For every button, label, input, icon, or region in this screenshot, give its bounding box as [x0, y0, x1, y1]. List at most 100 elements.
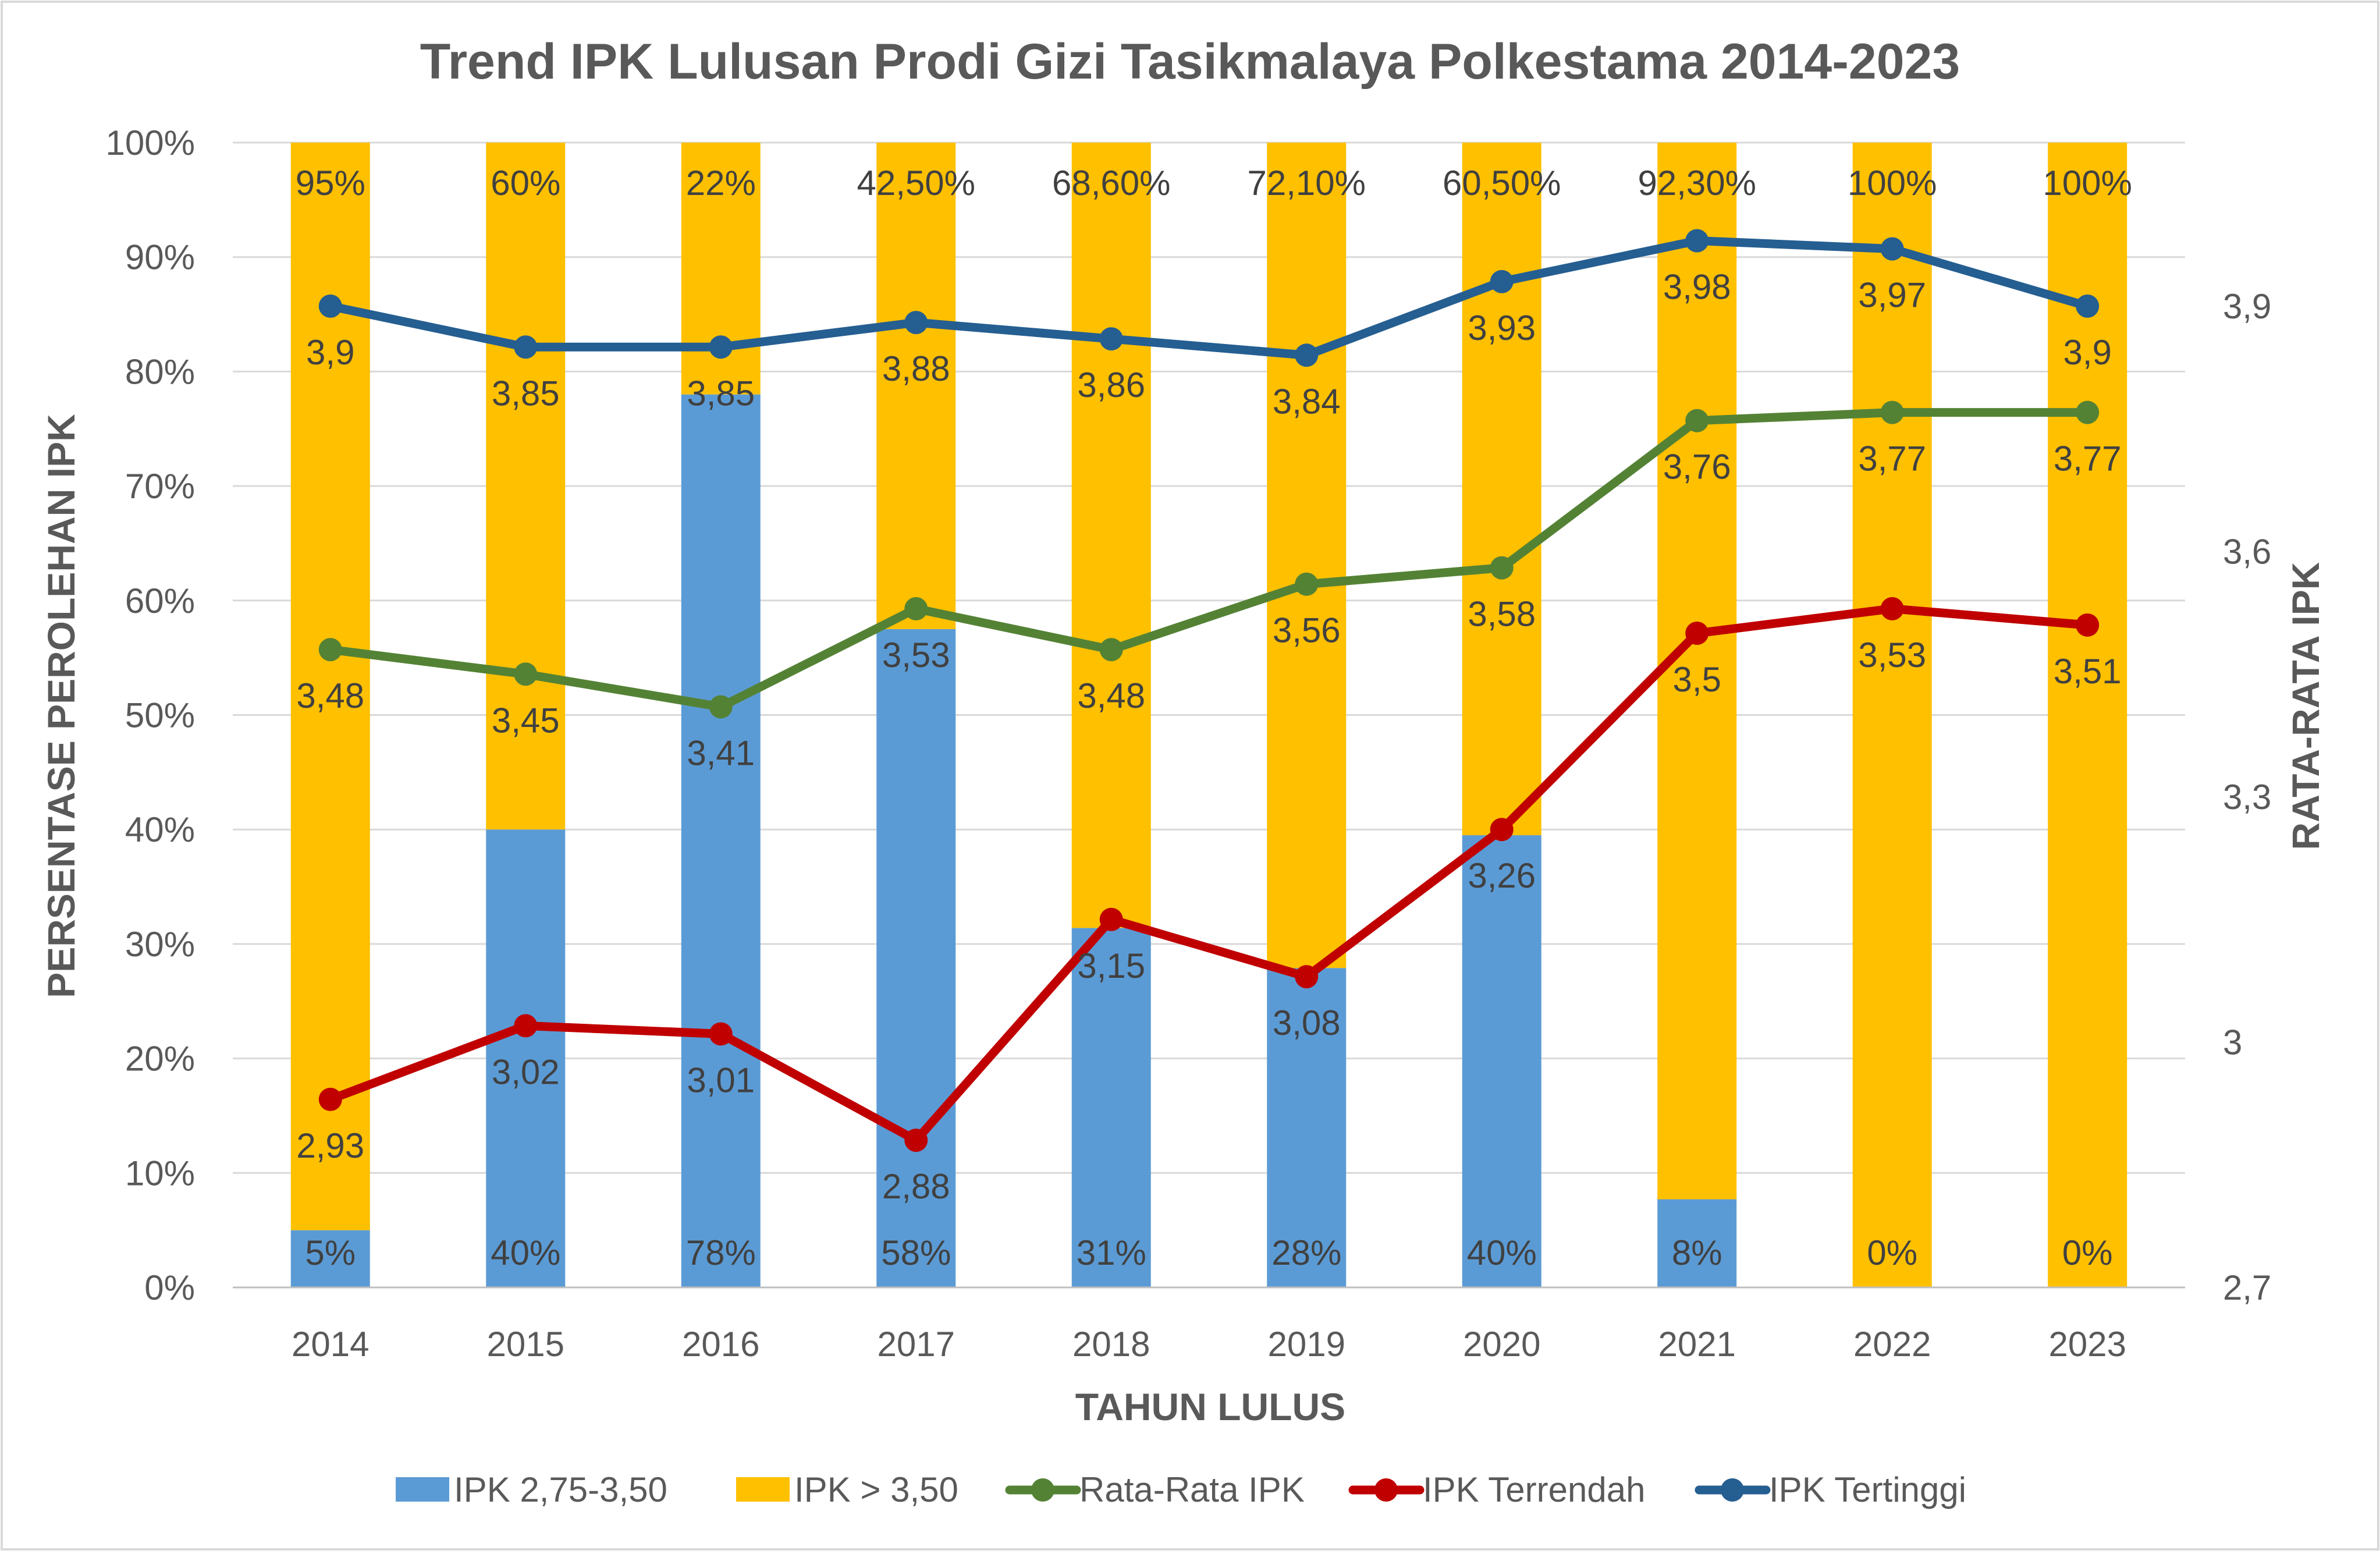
bar-ipk-above-350 [290, 143, 370, 1230]
y-left-tick-label: 30% [125, 925, 195, 964]
y-axis-right-title: RATA-RATA IPK [2284, 562, 2327, 850]
line-ipk-terrendah-label: 3,53 [1858, 636, 1926, 675]
line-rata-rata-ipk-point [2076, 400, 2100, 424]
line-rata-rata-ipk-label: 3,77 [1858, 439, 1926, 478]
line-ipk-terrendah-point [1099, 907, 1123, 931]
bar-ipk-275-350 [486, 829, 566, 1287]
line-ipk-tertinggi-label: 3,93 [1468, 308, 1536, 347]
line-ipk-terrendah-label: 3,08 [1273, 1003, 1341, 1042]
chart-title: Trend IPK Lulusan Prodi Gizi Tasikmalaya… [420, 34, 1960, 90]
legend-label: IPK > 3,50 [794, 1470, 958, 1509]
line-ipk-terrendah-point [318, 1087, 342, 1111]
line-rata-rata-ipk-point [904, 597, 928, 620]
y-left-tick-label: 50% [125, 696, 195, 735]
line-rata-rata-ipk-label: 3,41 [687, 733, 755, 772]
line-rata-rata-ipk-label: 3,77 [2054, 439, 2122, 478]
y-left-tick-label: 0% [144, 1268, 195, 1307]
bar-ipk-above-350 [1462, 143, 1541, 836]
line-ipk-terrendah [326, 604, 2092, 1145]
bar-label-ipk-275-350: 0% [2062, 1233, 2113, 1272]
x-tick-label: 2018 [1072, 1325, 1150, 1364]
line-ipk-terrendah-point [709, 1022, 733, 1046]
bars-group [290, 143, 2127, 1287]
line-rata-rata-ipk-label: 3,53 [882, 636, 950, 675]
line-ipk-tertinggi-label: 3,97 [1858, 276, 1926, 315]
bar-label-ipk-above-350: 100% [2043, 164, 2132, 203]
line-rata-rata-ipk-point [1490, 556, 1514, 580]
line-ipk-tertinggi [326, 236, 2092, 360]
x-tick-label: 2021 [1658, 1325, 1736, 1364]
bar-ipk-275-350 [681, 394, 761, 1287]
bar-ipk-275-350 [1462, 835, 1541, 1287]
line-rata-rata-ipk-label: 3,45 [492, 701, 560, 740]
line-ipk-tertinggi-label: 3,84 [1273, 382, 1341, 421]
line-rata-rata-ipk-point [709, 695, 733, 719]
line-ipk-terrendah-point [1685, 622, 1709, 645]
line-ipk-terrendah-point [904, 1129, 928, 1152]
bar-label-ipk-above-350: 22% [686, 164, 756, 203]
bar-label-ipk-above-350: 100% [1848, 164, 1937, 203]
y-right-tick-label: 3 [2223, 1023, 2242, 1062]
bar-label-ipk-275-350: 40% [491, 1233, 560, 1272]
bar-label-ipk-275-350: 28% [1271, 1233, 1341, 1272]
y-right-tick-label: 3,3 [2223, 778, 2271, 817]
bar-label-ipk-above-350: 60,50% [1443, 164, 1561, 203]
legend-label: IPK 2,75-3,50 [454, 1470, 667, 1509]
legend-swatch [736, 1477, 790, 1502]
bar-ipk-275-350 [1071, 928, 1151, 1287]
line-ipk-tertinggi-point [1880, 237, 1904, 261]
bar-ipk-275-350 [1657, 1199, 1737, 1287]
line-ipk-terrendah-label: 3,26 [1468, 856, 1536, 895]
line-ipk-tertinggi-label: 3,9 [2063, 333, 2112, 372]
y-left-tick-label: 70% [125, 467, 195, 506]
legend-marker [1721, 1478, 1744, 1502]
x-axis-title: TAHUN LULUS [1075, 1385, 1345, 1428]
line-ipk-terrendah-point [1880, 597, 1904, 620]
y-left-tick-label: 40% [125, 810, 195, 849]
line-ipk-tertinggi-label: 3,88 [882, 349, 950, 388]
line-ipk-terrendah-label: 3,51 [2054, 652, 2122, 691]
bar-ipk-above-350 [1852, 143, 1932, 1287]
line-ipk-tertinggi-point [1295, 343, 1319, 367]
line-ipk-tertinggi-label: 3,85 [492, 374, 560, 413]
line-ipk-tertinggi-point [1099, 327, 1123, 351]
data-labels-group: 5% 95% 40% 60% 78% 22% 58% 42,50% 31% 68,60% 28% 72… [296, 164, 2132, 1272]
bar-label-ipk-above-350: 72,10% [1248, 164, 1366, 203]
bar-label-ipk-275-350: 78% [686, 1233, 756, 1272]
bar-ipk-above-350 [2048, 143, 2127, 1287]
line-ipk-terrendah-point [514, 1014, 538, 1038]
axes-group: 0% 10% 20% 30% 40% 50% 60% 70% 80% 90% 100% 2,7 3 3,3… [106, 123, 2272, 1364]
line-ipk-terrendah-label: 3,15 [1077, 946, 1145, 985]
line-ipk-tertinggi-label: 3,85 [687, 374, 755, 413]
legend-label: IPK Tertinggi [1769, 1470, 1966, 1509]
y-axis-left-title: PERSENTASE PEROLEHAN IPK [40, 414, 83, 998]
line-rata-rata-ipk-point [1295, 572, 1319, 596]
line-ipk-tertinggi-point [318, 295, 342, 318]
y-left-tick-label: 60% [125, 581, 195, 620]
line-ipk-tertinggi-point [2076, 295, 2100, 318]
line-rata-rata-ipk-label: 3,48 [1077, 676, 1145, 715]
legend-marker [1031, 1478, 1054, 1502]
line-rata-rata-ipk-point [318, 638, 342, 662]
line-ipk-terrendah-label: 3,02 [492, 1052, 560, 1091]
bar-label-ipk-275-350: 58% [881, 1233, 951, 1272]
line-ipk-tertinggi-point [514, 335, 538, 359]
line-rata-rata-ipk-point [1880, 400, 1904, 424]
y-left-tick-label: 10% [125, 1154, 195, 1193]
line-ipk-terrendah-point [1490, 818, 1514, 842]
line-ipk-tertinggi-label: 3,9 [306, 333, 354, 372]
legend: IPK 2,75-3,50 IPK > 3,50 Rata-Rata IPK IPK … [396, 1470, 1966, 1509]
line-rata-rata-ipk [326, 408, 2092, 711]
legend-swatch [396, 1477, 449, 1502]
bar-label-ipk-above-350: 68,60% [1052, 164, 1171, 203]
line-ipk-terrendah-label: 2,88 [882, 1167, 950, 1206]
line-ipk-terrendah-label: 3,5 [1673, 660, 1721, 699]
line-ipk-tertinggi-point [709, 335, 733, 359]
bar-ipk-above-350 [1071, 143, 1151, 928]
bar-ipk-above-350 [1267, 143, 1347, 968]
line-ipk-tertinggi-point [904, 311, 928, 335]
x-tick-label: 2014 [292, 1325, 369, 1364]
